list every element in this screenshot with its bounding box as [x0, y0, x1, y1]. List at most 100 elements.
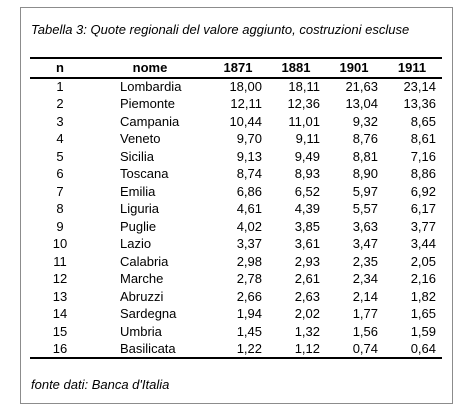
cell-n: 1	[56, 79, 64, 95]
cell-nome: Veneto	[120, 131, 161, 147]
cell-1911: 8,65	[410, 113, 436, 129]
cell-1871: 4,02	[236, 218, 262, 234]
cell-1901: 3,63	[352, 218, 378, 234]
cell-n: 6	[56, 166, 64, 182]
cell-1871: 2,78	[236, 271, 262, 287]
cell-1911: 1,65	[410, 306, 436, 322]
cell-n: 13	[52, 288, 68, 304]
cell-1901: 0,74	[352, 340, 378, 356]
cell-1901: 8,81	[352, 148, 378, 164]
cell-n: 14	[52, 306, 68, 322]
cell-1901: 1,77	[352, 306, 378, 322]
table-row: 9 Puglie 4,02 3,85 3,63 3,77	[30, 218, 442, 236]
table-row: 13 Abruzzi 2,66 2,63 2,14 1,82	[30, 288, 442, 306]
header-n: n	[56, 60, 64, 75]
table-row: 12 Marche 2,78 2,61 2,34 2,16	[30, 271, 442, 289]
table-row: 4 Veneto 9,70 9,11 8,76 8,61	[30, 131, 442, 149]
cell-1871: 4,61	[236, 201, 262, 217]
table-row: 11 Calabria 2,98 2,93 2,35 2,05	[30, 253, 442, 271]
header-1881: 1881	[281, 60, 311, 75]
cell-1911: 3,44	[410, 236, 436, 252]
cell-1901: 1,56	[352, 323, 378, 339]
cell-1871: 6,86	[236, 183, 262, 199]
cell-n: 9	[56, 218, 64, 234]
cell-nome: Puglie	[120, 218, 157, 234]
cell-1881: 2,02	[294, 306, 320, 322]
table-row: 8 Liguria 4,61 4,39 5,57 6,17	[30, 201, 442, 219]
cell-1911: 7,16	[410, 148, 436, 164]
cell-1881: 1,32	[294, 323, 320, 339]
cell-1871: 12,11	[230, 96, 262, 112]
cell-1901: 8,90	[352, 166, 378, 182]
cell-1881: 1,12	[294, 340, 320, 356]
cell-1911: 3,77	[410, 218, 436, 234]
cell-n: 12	[52, 271, 68, 287]
cell-n: 7	[56, 183, 64, 199]
table-row: 14 Sardegna 1,94 2,02 1,77 1,65	[30, 306, 442, 324]
table-body: 1 Lombardia 18,00 18,11 21,63 23,14 2 Piemonte 1…	[30, 78, 442, 358]
cell-nome: Piemonte	[120, 96, 175, 112]
regional-share-table: n nome 1871 1881 1901 1911 1 Lombardia 18,…	[30, 57, 442, 359]
cell-1911: 2,05	[410, 253, 436, 269]
table-row: 15 Umbria 1,45 1,32 1,56 1,59	[30, 323, 442, 341]
cell-1881: 4,39	[294, 201, 320, 217]
cell-n: 10	[52, 236, 68, 252]
cell-1871: 1,22	[236, 340, 262, 356]
cell-1871: 1,45	[236, 323, 262, 339]
cell-1881: 2,93	[294, 253, 320, 269]
cell-1871: 1,94	[236, 306, 262, 322]
cell-1901: 8,76	[352, 131, 378, 147]
cell-1911: 2,16	[410, 271, 436, 287]
cell-nome: Basilicata	[120, 340, 176, 356]
cell-nome: Toscana	[120, 166, 169, 182]
cell-1911: 1,82	[410, 288, 436, 304]
cell-1901: 21,63	[345, 79, 378, 95]
table-caption: Tabella 3: Quote regionali del valore ag…	[31, 22, 410, 37]
cell-1911: 0,64	[410, 340, 436, 356]
cell-1871: 8,74	[236, 166, 262, 182]
cell-1901: 5,97	[352, 183, 378, 199]
cell-n: 15	[52, 323, 68, 339]
cell-nome: Umbria	[120, 323, 162, 339]
cell-1901: 2,14	[352, 288, 378, 304]
cell-nome: Abruzzi	[120, 288, 164, 304]
header-nome: nome	[132, 60, 168, 75]
cell-1881: 3,61	[294, 236, 320, 252]
cell-1881: 6,52	[294, 183, 320, 199]
table-row: 5 Sicilia 9,13 9,49 8,81 7,16	[30, 148, 442, 166]
cell-nome: Campania	[120, 113, 180, 129]
cell-1881: 2,61	[294, 271, 320, 287]
cell-n: 11	[53, 253, 67, 269]
cell-1881: 3,85	[294, 218, 320, 234]
cell-1901: 3,47	[352, 236, 378, 252]
table-row: 2 Piemonte 12,11 12,36 13,04 13,36	[30, 96, 442, 114]
cell-1901: 5,57	[352, 201, 378, 217]
cell-1881: 9,11	[295, 131, 320, 147]
table-row: 16 Basilicata 1,22 1,12 0,74 0,64	[30, 340, 442, 358]
header-1901: 1901	[339, 60, 369, 75]
cell-1911: 8,86	[410, 166, 436, 182]
table-figure: Tabella 3: Quote regionali del valore ag…	[20, 7, 453, 404]
cell-1901: 13,04	[345, 96, 378, 112]
cell-nome: Marche	[120, 271, 164, 287]
cell-n: 5	[56, 148, 64, 164]
cell-1881: 18,11	[288, 79, 320, 95]
cell-1871: 3,37	[236, 236, 262, 252]
cell-1901: 2,34	[352, 271, 378, 287]
cell-n: 3	[56, 113, 64, 129]
cell-n: 8	[56, 201, 64, 217]
header-1911: 1911	[397, 60, 427, 75]
cell-1871: 9,13	[236, 148, 262, 164]
cell-1911: 1,59	[410, 323, 436, 339]
cell-1871: 2,66	[236, 288, 262, 304]
table-row: 7 Emilia 6,86 6,52 5,97 6,92	[30, 183, 442, 201]
header-1871: 1871	[223, 60, 253, 75]
cell-1871: 18,00	[229, 79, 262, 95]
cell-1871: 10,44	[229, 113, 262, 129]
cell-1911: 23,14	[403, 79, 436, 95]
cell-n: 16	[52, 340, 68, 356]
cell-1901: 2,35	[352, 253, 378, 269]
cell-1911: 8,61	[410, 131, 436, 147]
cell-1871: 9,70	[236, 131, 262, 147]
table-header-row: n nome 1871 1881 1901 1911	[30, 58, 442, 78]
